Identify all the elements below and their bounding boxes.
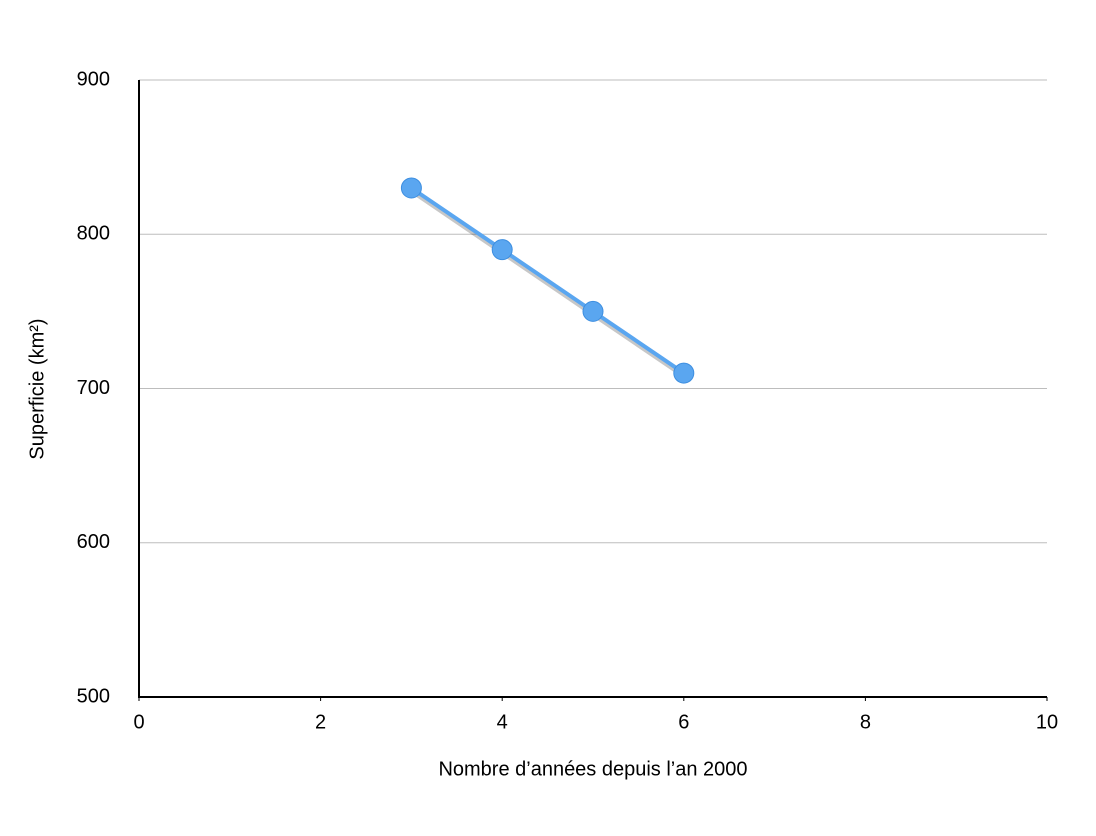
x-axis-title: Nombre d’années depuis l’an 2000: [438, 758, 747, 780]
x-tick-label: 0: [133, 711, 144, 733]
y-tick-label: 500: [77, 685, 110, 707]
y-tick-label: 900: [77, 68, 110, 90]
point: [673, 362, 695, 384]
x-tick-label: 10: [1036, 711, 1058, 733]
y-tick-label: 700: [77, 377, 110, 399]
line: [410, 186, 685, 375]
line-shadow: [411, 189, 688, 380]
x-tick-label: 4: [497, 711, 508, 733]
point: [400, 177, 422, 199]
y-axis-title: Superficie (km²): [26, 318, 48, 459]
point: [491, 239, 513, 261]
point: [582, 300, 604, 322]
y-tick-label: 800: [77, 223, 110, 245]
x-tick-label: 6: [678, 711, 689, 733]
x-tick-label: 2: [315, 711, 326, 733]
y-tick-label: 600: [77, 531, 110, 553]
x-tick-label: 8: [860, 711, 871, 733]
